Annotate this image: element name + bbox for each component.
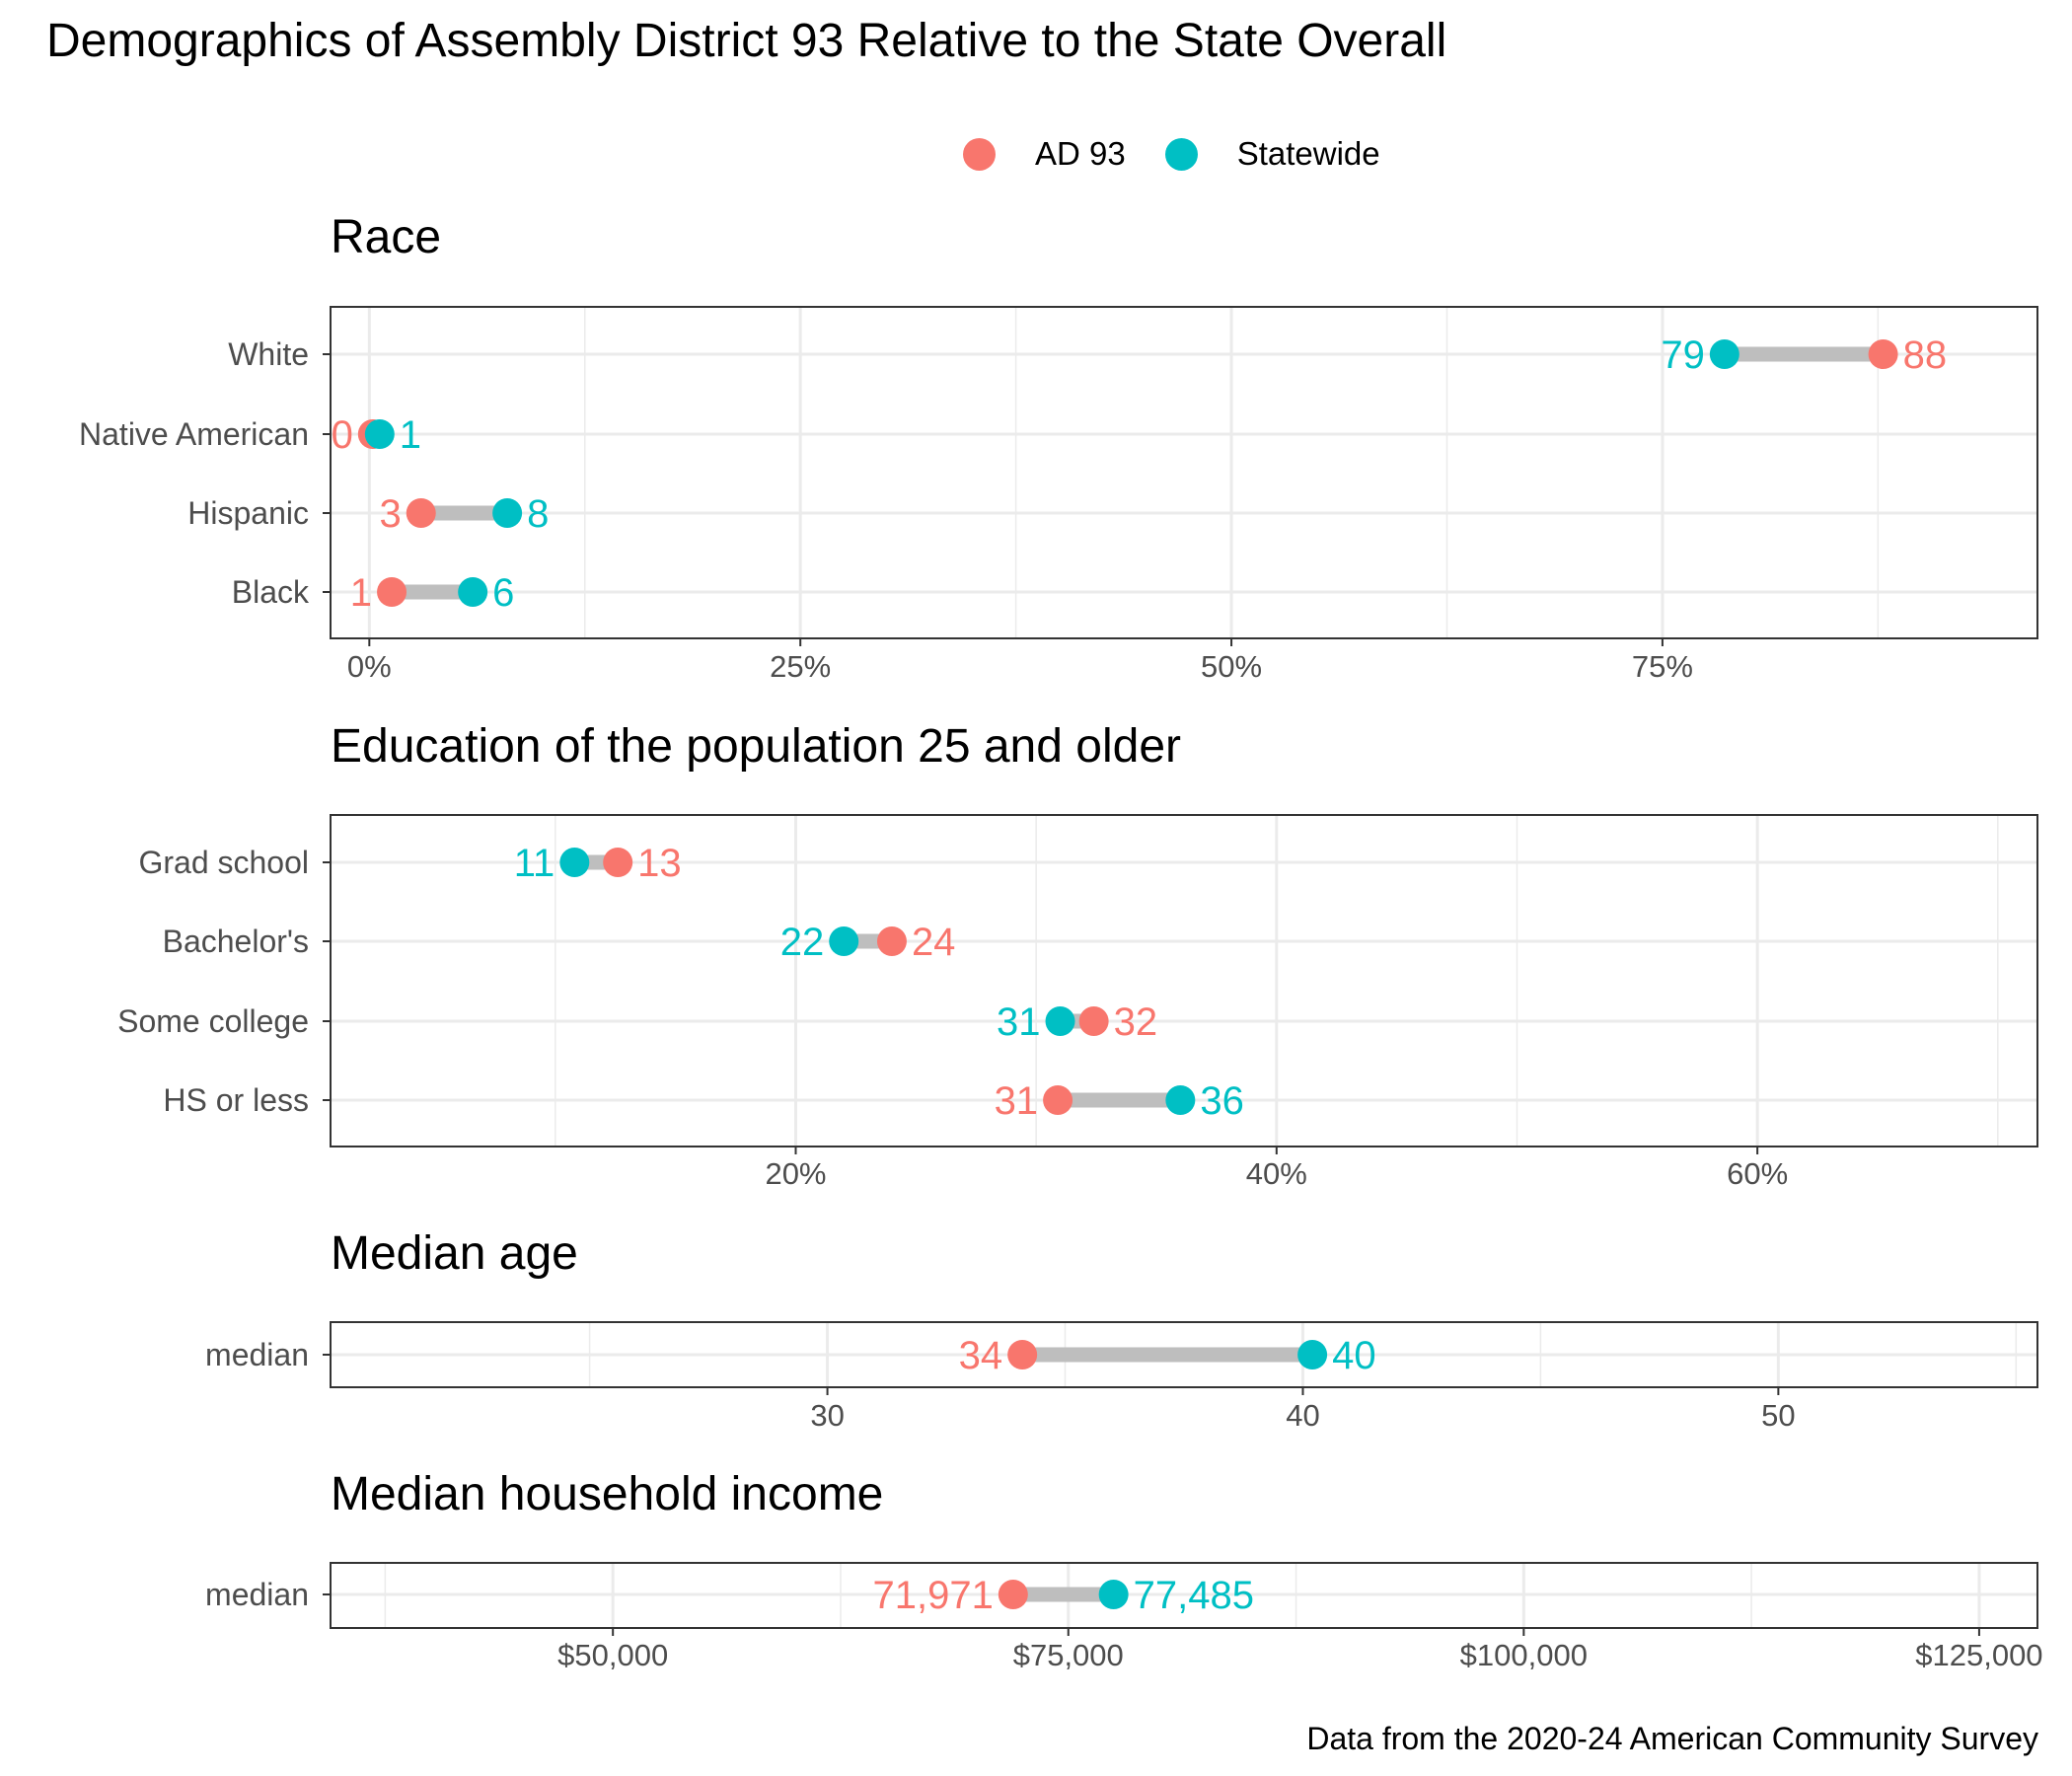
data-label-statewide: 22: [780, 921, 825, 964]
y-category-label: Some college: [117, 1003, 309, 1039]
point-ad93: [1078, 1006, 1109, 1036]
point-ad93: [603, 848, 633, 877]
x-tick-label: $100,000: [1460, 1638, 1588, 1672]
panel-title: Median household income: [331, 1468, 883, 1520]
y-category-label: median: [205, 1577, 309, 1612]
panel-title: Education of the population 25 and older: [331, 720, 1181, 773]
x-tick-label: 75%: [1632, 649, 1693, 684]
y-category-label: median: [205, 1337, 309, 1372]
panel-title: Median age: [331, 1227, 578, 1280]
legend-label-statewide: Statewide: [1236, 135, 1380, 172]
data-label-ad93: 32: [1114, 1000, 1158, 1044]
y-category-label: Native American: [79, 416, 309, 452]
data-label-ad93: 34: [959, 1334, 1003, 1377]
point-statewide: [1098, 1580, 1129, 1609]
data-label-ad93: 24: [912, 921, 956, 964]
point-ad93: [876, 926, 907, 956]
point-statewide: [364, 419, 395, 449]
data-label-ad93: 0: [332, 413, 353, 457]
point-statewide: [1297, 1340, 1328, 1369]
point-ad93: [998, 1580, 1028, 1609]
x-tick-label: 30: [810, 1398, 844, 1433]
y-category-label: Hispanic: [187, 495, 309, 531]
y-category-label: Black: [232, 574, 310, 610]
legend-label-district: AD 93: [1035, 135, 1126, 172]
data-label-ad93: 3: [379, 492, 401, 536]
point-ad93: [1043, 1085, 1073, 1115]
data-label-statewide: 36: [1200, 1079, 1244, 1123]
panel-border: [330, 814, 2038, 1147]
data-label-ad93: 88: [1903, 333, 1948, 377]
legend-marker-statewide: [1164, 137, 1198, 171]
y-category-label: HS or less: [163, 1082, 309, 1118]
data-label-ad93: 31: [995, 1079, 1039, 1123]
legend-item-statewide: Statewide: [1164, 135, 1380, 173]
y-category-label: Bachelor's: [163, 924, 309, 959]
data-label-ad93: 1: [350, 571, 372, 615]
point-statewide: [1709, 339, 1739, 369]
x-tick-label: $125,000: [1915, 1638, 2042, 1672]
point-statewide: [1165, 1085, 1196, 1115]
y-category-label: Grad school: [138, 845, 309, 880]
data-label-statewide: 31: [997, 1000, 1041, 1044]
data-label-statewide: 40: [1332, 1334, 1376, 1377]
point-statewide: [559, 848, 590, 877]
x-tick-label: 50%: [1201, 649, 1262, 684]
data-label-ad93: 71,971: [872, 1574, 993, 1617]
data-label-ad93: 13: [637, 842, 682, 885]
x-tick-label: 40: [1286, 1398, 1319, 1433]
x-tick-label: $75,000: [1013, 1638, 1124, 1672]
data-label-statewide: 1: [400, 413, 421, 457]
data-label-statewide: 77,485: [1134, 1574, 1254, 1617]
chart-caption: Data from the 2020-24 American Community…: [1306, 1721, 2038, 1756]
legend-marker-district: [963, 137, 996, 171]
legend-item-district: AD 93: [963, 135, 1126, 173]
point-statewide: [458, 577, 488, 607]
data-label-statewide: 8: [527, 492, 549, 536]
point-statewide: [829, 926, 859, 956]
x-tick-label: 60%: [1727, 1156, 1788, 1191]
y-category-label: White: [228, 336, 309, 372]
point-statewide: [1045, 1006, 1075, 1036]
point-ad93: [406, 498, 436, 528]
panel-border: [330, 306, 2038, 639]
x-tick-label: 40%: [1246, 1156, 1307, 1191]
point-ad93: [1007, 1340, 1038, 1369]
data-label-statewide: 6: [492, 571, 514, 615]
point-ad93: [1868, 339, 1898, 369]
panel-title: Race: [331, 211, 441, 263]
x-tick-label: 25%: [770, 649, 831, 684]
chart-title: Demographics of Assembly District 93 Rel…: [46, 15, 1447, 67]
panel-background: [331, 307, 2037, 638]
x-tick-label: 50: [1761, 1398, 1795, 1433]
x-tick-label: $50,000: [557, 1638, 668, 1672]
legend: AD 93 Statewide: [963, 134, 1420, 174]
x-tick-label: 0%: [347, 649, 392, 684]
data-label-statewide: 79: [1661, 333, 1705, 377]
point-statewide: [492, 498, 523, 528]
data-label-statewide: 11: [514, 842, 555, 885]
x-tick-label: 20%: [765, 1156, 826, 1191]
point-ad93: [377, 577, 407, 607]
